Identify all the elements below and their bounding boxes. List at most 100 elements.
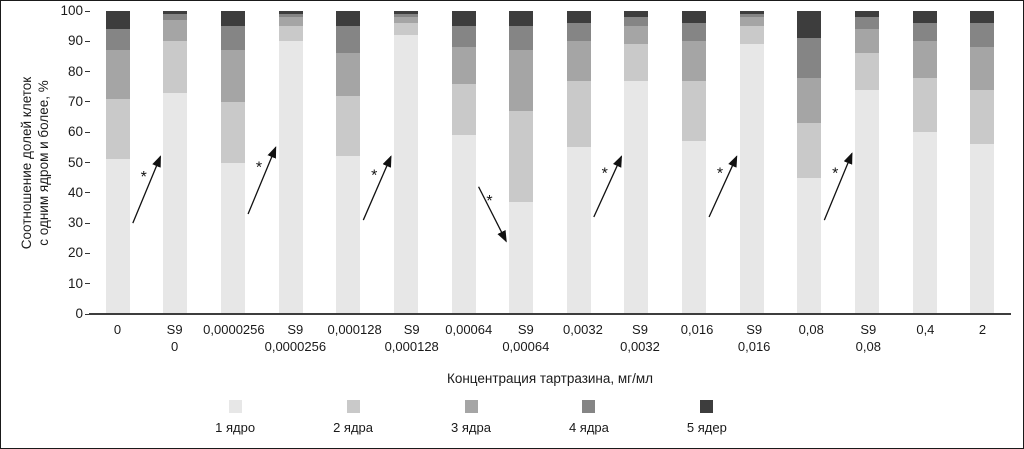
y-tick-label: 0 — [75, 306, 83, 321]
legend-item: 1 ядро — [215, 400, 255, 435]
bar-segment — [854, 29, 879, 54]
x-category-label: S9 0,016 — [737, 322, 771, 354]
bar-segment — [509, 201, 534, 314]
legend-item: 2 ядра — [333, 400, 373, 435]
y-tick-mark — [85, 71, 90, 73]
y-tick-mark — [85, 222, 90, 224]
bar-segment — [797, 11, 822, 39]
y-tick-label: 70 — [67, 93, 83, 109]
y-tick-mark — [85, 283, 90, 285]
bar-slot — [550, 11, 608, 314]
chart-legend: 1 ядро 2 ядра 3 ядра 4 ядра 5 ядер — [1, 400, 941, 435]
bar-segment — [278, 11, 303, 15]
bar-segment — [336, 11, 361, 27]
legend-label: 5 ядер — [686, 420, 727, 435]
bar-segment — [739, 44, 764, 314]
bar-slot — [896, 11, 954, 314]
bar-slot — [781, 11, 839, 314]
bar-segment — [509, 11, 534, 27]
stacked-bar — [739, 11, 764, 314]
y-tick-label: 80 — [67, 63, 83, 79]
bar-segment — [970, 47, 995, 90]
stacked-bar — [221, 11, 246, 314]
y-tick-label: 40 — [67, 184, 83, 200]
legend-item: 4 ядра — [569, 400, 609, 435]
bar-slot — [953, 11, 1011, 314]
x-axis: 0 S9 0 0,0000256 S9 0,0000256 0,000128 S9 0,0… — [89, 321, 1011, 355]
y-tick-label: 30 — [67, 215, 83, 231]
stacked-bar — [393, 11, 418, 314]
y-tick-label: 20 — [67, 245, 83, 261]
bar-segment — [336, 53, 361, 96]
stacked-bar — [278, 11, 303, 314]
x-category-label: 0,016 — [680, 322, 714, 337]
x-category-label: 0,000128 — [327, 322, 382, 337]
bar-slot — [147, 11, 205, 314]
stacked-bar — [624, 11, 649, 314]
legend-label: 1 ядро — [215, 420, 256, 435]
bar-segment — [221, 26, 246, 51]
x-category-label: 0,08 — [798, 322, 824, 337]
bar-segment — [739, 26, 764, 45]
bar-segment — [163, 20, 188, 42]
y-tick-mark — [85, 313, 90, 315]
bar-segment — [566, 147, 591, 314]
y-tick-mark — [85, 252, 90, 254]
x-category-label: 0,0000256 — [203, 322, 265, 337]
bar-segment — [163, 11, 188, 15]
bar-segment — [739, 17, 764, 27]
stacked-bar — [682, 11, 707, 314]
bar-segment — [509, 50, 534, 111]
stacked-bar — [451, 11, 476, 314]
bar-segment — [854, 11, 879, 18]
bar-segment — [624, 80, 649, 314]
y-tick-mark — [85, 131, 90, 133]
y-tick-mark — [85, 10, 90, 12]
bar-segment — [221, 11, 246, 27]
bar-segment — [221, 101, 246, 163]
bar-segment — [566, 23, 591, 42]
x-category-label: S9 0,0000256 — [264, 322, 327, 354]
bar-segment — [624, 17, 649, 27]
bar-segment — [451, 135, 476, 314]
y-tick-label: 90 — [67, 33, 83, 49]
bar-segment — [739, 14, 764, 18]
y-tick-mark — [85, 101, 90, 103]
bar-segment — [336, 26, 361, 54]
y-axis-title: Соотношение долей клеток с одним ядром и… — [19, 76, 51, 250]
bar-slot — [204, 11, 262, 314]
y-tick-mark — [85, 162, 90, 163]
bar-segment — [393, 11, 418, 15]
bar-segment — [393, 23, 418, 36]
bar-segment — [912, 77, 937, 133]
bar-segment — [566, 11, 591, 24]
x-category-label: S9 0,00064 — [502, 322, 550, 354]
bar-segment — [797, 77, 822, 124]
bar-segment — [682, 23, 707, 42]
bar-segment — [163, 14, 188, 21]
bar-segment — [278, 14, 303, 18]
bar-segment — [912, 23, 937, 42]
bar-segment — [221, 162, 246, 314]
y-tick-label: 100 — [60, 3, 83, 18]
x-category-label: S9 0 — [166, 322, 183, 354]
bar-segment — [682, 80, 707, 142]
legend-swatch — [582, 400, 596, 413]
stacked-bar — [163, 11, 188, 314]
bar-segment — [912, 11, 937, 24]
x-axis-baseline — [89, 313, 1011, 315]
bar-segment — [451, 26, 476, 48]
bar-segment — [393, 35, 418, 314]
legend-swatch — [228, 400, 242, 413]
bar-segment — [970, 144, 995, 314]
stacked-bar — [854, 11, 879, 314]
legend-label: 4 ядра — [568, 420, 609, 435]
legend-item: 3 ядра — [451, 400, 491, 435]
stacked-bar — [797, 11, 822, 314]
bar-segment — [854, 89, 879, 314]
y-tick-mark — [85, 192, 90, 194]
legend-swatch — [700, 400, 714, 413]
bar-segment — [163, 41, 188, 93]
bar-segment — [393, 14, 418, 18]
bar-segment — [451, 47, 476, 84]
